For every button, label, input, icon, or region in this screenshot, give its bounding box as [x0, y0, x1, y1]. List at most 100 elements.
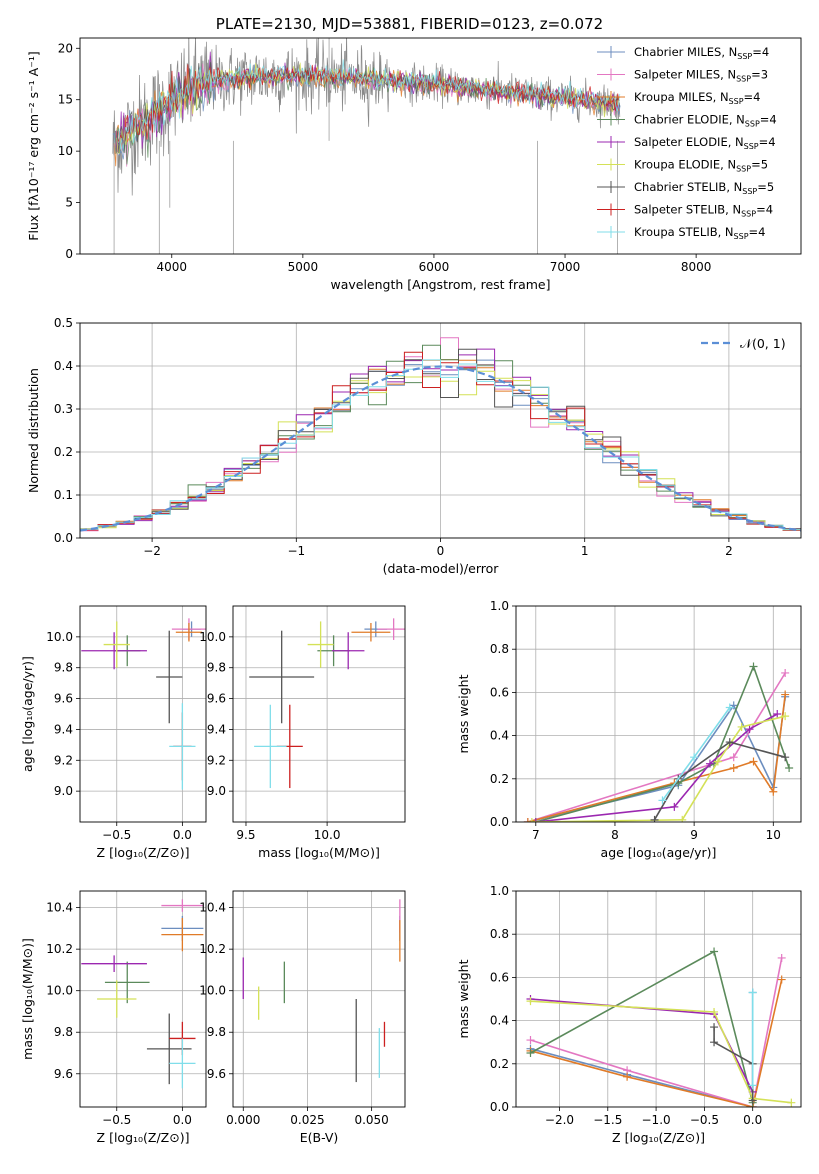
- y-tick-label: 10.2: [199, 942, 226, 956]
- legend-suffix: =5: [757, 180, 774, 194]
- axes-frame: [232, 890, 406, 1108]
- legend-sub: SSP: [737, 52, 752, 61]
- y-tick-label: 10.0: [199, 630, 226, 644]
- x-tick-label: 9.5: [236, 828, 255, 842]
- axes-frame: [79, 890, 207, 1108]
- panel-spectrum: 4000 5000 6000 7000 8000 0 5 10 15 20 wavelength […: [26, 37, 802, 292]
- x-tick-label: 0.000: [226, 1113, 260, 1127]
- weight-marker-salpeter_elodie: [670, 802, 679, 811]
- x-tick-label: 8: [611, 828, 619, 842]
- histogram-kroupa_stelib: [80, 359, 801, 538]
- x-tick-label: −2: [143, 544, 161, 558]
- y-tick-label: 10.2: [46, 942, 73, 956]
- legend-sub: SSP: [742, 187, 757, 196]
- x-tick-label: −1.0: [642, 1113, 671, 1127]
- weight-marker-kroupa_miles: [777, 975, 786, 984]
- y-tick-label: 0.5: [54, 316, 73, 330]
- legend-name: Kroupa ELODIE, N: [634, 158, 736, 172]
- weight-marker-kroupa_stelib: [748, 1081, 757, 1090]
- plot-area-mass_vs_ebv: [233, 891, 405, 1107]
- weight-marker-kroupa_miles: [769, 787, 778, 796]
- y-axis-label: age [log₁₀(age/yr)]: [20, 656, 35, 772]
- weight-line-kroupa_miles: [530, 979, 783, 1107]
- y-tick-label: 9.8: [207, 1025, 226, 1039]
- y-tick-label: 0.2: [54, 445, 73, 459]
- axes-frame: [79, 37, 802, 255]
- y-tick-label: 9.8: [207, 661, 226, 675]
- axes-frame: [515, 605, 802, 823]
- x-axis-label: mass [log₁₀(M/M⊙)]: [258, 845, 380, 860]
- y-tick-label: 0.0: [54, 531, 73, 545]
- legend-name: Salpeter MILES, N: [634, 68, 736, 82]
- weight-marker-kroupa_miles: [623, 1072, 632, 1081]
- legend-suffix: =5: [751, 158, 768, 172]
- x-axis-label: Z [log₁₀(Z/Z⊙)]: [97, 1130, 190, 1145]
- legend-sub: SSP: [744, 142, 759, 151]
- y-axis-label: mass weight: [456, 674, 471, 753]
- weight-marker-salpeter_miles: [526, 1036, 535, 1045]
- panel-age_vs_mass: 9.5 10.0 9.0 9.2 9.4 9.6 9.8 10.0 mass [log₁₀(M/…: [199, 605, 406, 860]
- x-axis-label: Z [log₁₀(Z/Z⊙)]: [612, 1130, 705, 1145]
- weight-marker-kroupa_elodie: [781, 712, 790, 721]
- plot-area-age_vs_Z: [80, 606, 206, 822]
- weight-marker-salpeter_elodie: [745, 725, 754, 734]
- y-tick-label: 0.1: [54, 488, 73, 502]
- x-tick-label: 0.0: [743, 1113, 762, 1127]
- y-tick-label: 9.6: [207, 692, 226, 706]
- weight-marker-chabrier_stelib: [710, 1038, 719, 1047]
- x-tick-label: −1.5: [593, 1113, 622, 1127]
- weight-line-kroupa_elodie: [530, 1000, 792, 1104]
- weight-marker-kroupa_miles: [729, 764, 738, 772]
- legend-name: Chabrier STELIB, N: [634, 180, 742, 194]
- weight-marker-salpeter_miles: [777, 953, 786, 962]
- x-tick-label: 0.025: [290, 1113, 324, 1127]
- x-axis-label: age [log₁₀(age/yr)]: [601, 845, 717, 860]
- legend-name: Chabrier MILES, N: [634, 45, 737, 59]
- weight-marker-kroupa_miles: [523, 818, 532, 822]
- y-axis-label: Normed distribution: [26, 368, 41, 493]
- legend-name: Salpeter ELODIE, N: [634, 135, 744, 149]
- y-tick-label: 10.0: [46, 984, 73, 998]
- y-tick-label: 0.0: [490, 1100, 509, 1114]
- y-tick-label: 0.8: [490, 642, 509, 656]
- legend-suffix: =4: [756, 203, 773, 217]
- x-tick-label: 1: [581, 544, 589, 558]
- y-axis-label: mass weight: [456, 959, 471, 1038]
- axes-frame: [79, 605, 207, 823]
- legend-name: Kroupa MILES, N: [634, 90, 729, 104]
- axes-frame: [79, 322, 802, 539]
- weight-marker-kroupa_miles: [781, 690, 790, 699]
- weight-marker-salpeter_miles: [781, 668, 790, 677]
- weight-marker-salpeter_elodie: [773, 710, 782, 718]
- y-axis-label: mass [log₁₀(M/M⊙)]: [20, 938, 35, 1060]
- x-tick-label: −2.0: [545, 1113, 574, 1127]
- model-spectrum-kroupa_stelib: [118, 59, 621, 152]
- x-tick-label: 0.0: [173, 828, 192, 842]
- x-tick-label: 4000: [156, 260, 187, 274]
- weight-marker-kroupa_stelib: [725, 703, 734, 712]
- legend-name: Kroupa STELIB, N: [634, 225, 734, 239]
- weight-line-chabrier_miles: [527, 696, 786, 822]
- x-tick-label: −1: [287, 544, 305, 558]
- y-tick-label: 9.4: [207, 722, 226, 736]
- axes-frame: [232, 605, 406, 823]
- panel-residuals: −2 −1 0 1 2 0.0 0.1 0.2 0.3 0.4 0.5 (data-model)/er…: [26, 316, 802, 576]
- legend-label-salpeter_stelib: Salpeter STELIB, NSSP=4: [634, 203, 773, 219]
- legend-label-salpeter_miles: Salpeter MILES, NSSP=3: [634, 68, 768, 84]
- legend-sub: SSP: [734, 232, 749, 241]
- x-tick-label: 0.050: [354, 1113, 388, 1127]
- weight-marker-kroupa_stelib: [748, 988, 757, 997]
- y-tick-label: 10.0: [199, 984, 226, 998]
- observed-spectrum: [112, 38, 621, 196]
- x-tick-label: 7: [532, 828, 540, 842]
- y-tick-label: 9.8: [54, 1025, 73, 1039]
- x-tick-label: −0.5: [102, 828, 131, 842]
- y-tick-label: 9.6: [207, 1067, 226, 1081]
- axes-frame: [515, 890, 802, 1108]
- plot-area-weight_vs_Z: [516, 891, 801, 1107]
- legend-suffix: =3: [751, 68, 768, 82]
- y-tick-label: 1.0: [490, 599, 509, 613]
- weight-line-kroupa_miles: [527, 694, 786, 822]
- x-tick-label: 5000: [288, 260, 319, 274]
